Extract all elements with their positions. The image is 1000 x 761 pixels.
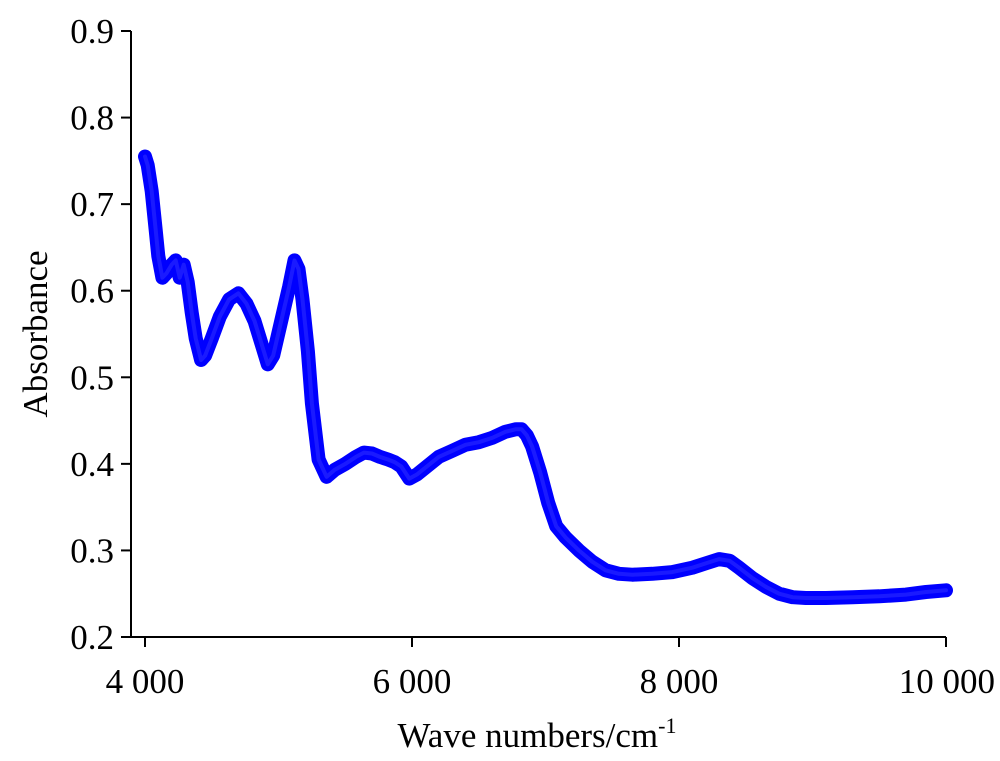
x-axis-title: Wave numbers/cm-1 xyxy=(398,713,677,755)
x-tick-label: 4 000 xyxy=(106,662,185,701)
y-tick-label: 0.8 xyxy=(70,99,114,138)
y-tick-label: 0.3 xyxy=(70,531,114,570)
x-axis-title-superscript: -1 xyxy=(658,713,676,738)
x-tick-label: 8 000 xyxy=(640,662,719,701)
y-tick-label: 0.5 xyxy=(70,358,114,397)
absorbance-series-band xyxy=(138,149,953,605)
absorbance-series-line xyxy=(143,154,948,600)
y-tick-label: 0.6 xyxy=(70,272,114,311)
x-tick-label: 6 000 xyxy=(373,662,452,701)
x-axis-ticks: 4 000 6 000 8 000 10 000 xyxy=(106,637,995,701)
x-tick-label: 10 000 xyxy=(899,662,995,701)
y-axis-title: Absorbance xyxy=(16,250,55,417)
y-tick-label: 0.7 xyxy=(70,185,114,224)
y-axis-ticks: 0.2 0.3 0.4 0.5 0.6 0.7 0.8 0.9 xyxy=(70,12,131,657)
plot-area xyxy=(138,149,953,605)
y-tick-label: 0.9 xyxy=(70,12,114,51)
x-axis-title-text: Wave numbers/cm xyxy=(398,716,659,755)
y-tick-label: 0.4 xyxy=(70,445,114,484)
y-tick-label: 0.2 xyxy=(70,618,114,657)
